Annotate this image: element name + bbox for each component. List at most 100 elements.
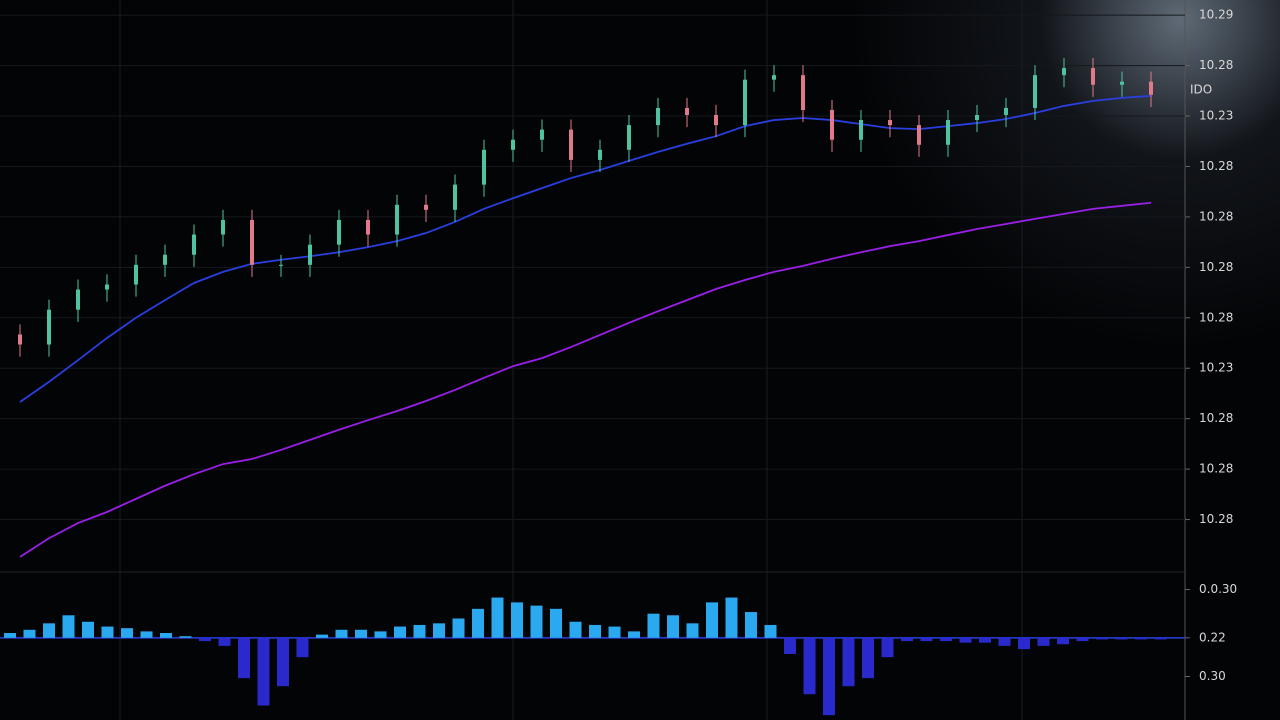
histogram-bar — [452, 618, 465, 638]
candle-body — [279, 264, 283, 266]
candle-body — [859, 120, 863, 140]
candle-body — [627, 125, 631, 150]
candle-body — [1120, 81, 1124, 85]
histogram-bar — [667, 615, 679, 638]
histogram-bar — [706, 602, 718, 638]
candle-body — [424, 204, 428, 210]
histogram-bar — [1018, 637, 1030, 650]
y-tick-label: 10.28 — [1199, 462, 1233, 476]
histogram-bar — [82, 621, 94, 638]
candle-body — [801, 75, 805, 110]
histogram-bar — [881, 637, 894, 658]
y-tick-label: 0.0.30 — [1199, 582, 1237, 596]
candle-body — [975, 115, 979, 121]
histogram-bar — [550, 608, 562, 638]
histogram-bar — [1154, 637, 1167, 640]
histogram-bar — [4, 633, 16, 638]
y-tick-label: 10.28 — [1199, 411, 1233, 425]
histogram-bar — [764, 624, 777, 638]
histogram-bar — [296, 637, 309, 658]
histogram-bar — [238, 637, 250, 679]
histogram-bar — [335, 629, 348, 638]
histogram-bar — [1076, 637, 1089, 642]
histogram-bar — [920, 637, 933, 642]
histogram-bar — [745, 612, 757, 638]
candle-body — [714, 115, 718, 126]
candle-body — [1149, 81, 1153, 95]
histogram-bar — [43, 623, 55, 638]
y-tick-label: 0.30 — [1199, 669, 1226, 683]
histogram-bar — [979, 637, 991, 643]
histogram-bar — [823, 637, 835, 716]
histogram-bar — [1096, 637, 1108, 640]
histogram-bar — [1057, 637, 1069, 645]
candle-body — [250, 219, 254, 265]
histogram-bar — [959, 637, 972, 643]
histogram-bar — [862, 637, 874, 679]
y-tick-label: 10.28 — [1199, 260, 1233, 274]
histogram-bar — [530, 605, 543, 638]
histogram-bar — [179, 636, 192, 638]
candle-body — [569, 129, 573, 160]
histogram-bar — [413, 624, 426, 638]
histogram-bar — [647, 613, 660, 638]
candle-body — [47, 309, 51, 345]
candle-body — [221, 219, 225, 235]
histogram-bar — [101, 626, 114, 638]
histogram-bar — [725, 597, 738, 638]
y-tick-label: 10.28 — [1199, 209, 1233, 223]
histogram-bar — [608, 626, 621, 638]
histogram-bar — [218, 637, 231, 646]
candle-body — [743, 79, 747, 126]
candle-body — [395, 204, 399, 235]
candle-body — [656, 107, 660, 126]
candle-body — [946, 120, 950, 145]
histogram-bar — [511, 602, 523, 638]
y-tick-label: 10.28 — [1199, 512, 1233, 526]
histogram-bar — [842, 637, 855, 687]
y-tick-label: 10.28 — [1199, 310, 1233, 324]
candle-body — [366, 219, 370, 235]
y-tick-label: 10.29 — [1199, 8, 1233, 22]
candle-body — [337, 219, 341, 245]
histogram-bar — [316, 634, 328, 638]
histogram-bar — [23, 629, 36, 638]
candle-body — [163, 254, 167, 265]
histogram-bar — [355, 629, 367, 638]
histogram-bar — [628, 631, 640, 638]
candle-body — [308, 244, 312, 265]
histogram-bar — [374, 631, 387, 638]
histogram-bar — [998, 637, 1011, 646]
histogram-bar — [257, 637, 270, 706]
histogram-bar — [199, 637, 211, 642]
histogram-bar — [472, 608, 484, 638]
candle-body — [888, 120, 892, 126]
candle-body — [192, 234, 196, 255]
candle-body — [511, 139, 515, 150]
candle-body — [830, 109, 834, 140]
histogram-bar — [784, 637, 796, 654]
histogram-bar — [589, 624, 601, 638]
histogram-bar — [394, 626, 406, 638]
candle-body — [1091, 68, 1095, 85]
y-tick-label: 0.22 — [1199, 630, 1226, 644]
candle-body — [134, 264, 138, 285]
candle-body — [540, 129, 544, 140]
histogram-bar — [62, 615, 75, 638]
candle-body — [453, 184, 457, 210]
price-label: IDO — [1190, 83, 1212, 97]
histogram-bar — [1135, 637, 1147, 640]
histogram-bar — [803, 637, 816, 695]
y-tick-label: 10.23 — [1199, 361, 1233, 375]
v-grid — [119, 0, 1023, 720]
histogram-bar — [491, 597, 504, 638]
moving-average — [19, 201, 1152, 558]
histogram-bar — [569, 621, 582, 638]
candle-body — [598, 149, 602, 160]
histogram-bar — [140, 631, 153, 638]
histogram-bar — [121, 628, 133, 638]
histogram-bar — [1115, 637, 1128, 640]
histogram-bar — [940, 637, 952, 642]
